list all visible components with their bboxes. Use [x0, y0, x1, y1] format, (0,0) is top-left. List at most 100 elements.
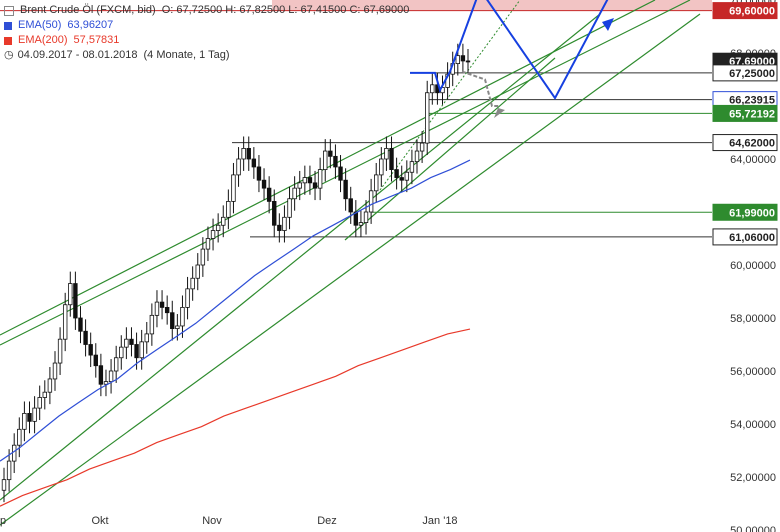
y-tick-label: 64,00000 [730, 154, 776, 166]
alt-projection-path [461, 70, 500, 107]
candle-body [52, 362, 58, 380]
candle-body [22, 412, 27, 430]
candle-body [358, 222, 364, 226]
candle-body [343, 179, 348, 200]
candle-body [363, 211, 369, 223]
candle-body [200, 248, 206, 266]
candle-body [430, 84, 435, 94]
candle-body [256, 166, 262, 181]
clock-icon: ◷ [4, 49, 14, 61]
candle-body [236, 158, 241, 176]
candle-body [134, 344, 139, 359]
candle-body [307, 177, 313, 184]
candle-body [368, 190, 374, 213]
candle-body [379, 158, 384, 176]
ema50-value: 63,96207 [67, 19, 114, 31]
candle-body [108, 370, 114, 382]
x-tick-label: Jan '18 [422, 515, 457, 527]
candle-body [32, 407, 37, 422]
legend-ohlc: O: 67,72500 H: 67,82500 L: 67,41500 C: 6… [161, 4, 410, 16]
candle-body [170, 312, 175, 330]
y-tick-label: 52,00000 [730, 472, 776, 484]
candle-body [175, 325, 180, 330]
price-label-text: 65,72192 [729, 108, 775, 120]
candle-body [328, 150, 333, 157]
candle-body [149, 314, 155, 335]
candle-body [348, 198, 353, 213]
candle-body [62, 304, 68, 340]
candle-body [37, 397, 42, 409]
y-tick-label: 54,00000 [730, 419, 776, 431]
candle-body [73, 283, 78, 319]
candle-body [6, 460, 12, 481]
candle-body [93, 354, 98, 367]
candle-body [98, 365, 104, 385]
candle-body [27, 412, 32, 422]
candle-body [389, 147, 394, 170]
chart-legend: Brent Crude Öl (FXCM, bid) O: 67,72500 H:… [4, 3, 409, 63]
y-tick-label: 58,00000 [730, 313, 776, 325]
price-label-text: 67,25000 [729, 68, 775, 80]
candle-body [78, 317, 83, 332]
candle-body [261, 179, 267, 189]
candle-body [159, 301, 165, 308]
ema50-line [0, 159, 471, 462]
candle-body [246, 147, 251, 160]
channel-line-2 [0, 13, 601, 501]
candle-body [277, 224, 282, 231]
candle-body [465, 60, 471, 63]
candle-body [221, 216, 226, 226]
candle-body [460, 55, 466, 62]
expand-icon[interactable] [4, 5, 14, 16]
y-tick-label: 60,00000 [730, 260, 776, 272]
x-tick-label: Nov [202, 515, 222, 527]
price-label-box [712, 203, 778, 221]
price-label-text: 69,60000 [729, 6, 775, 18]
candle-body [215, 224, 221, 231]
price-label-box [712, 104, 778, 122]
candle-body [302, 177, 308, 184]
candle-body [83, 330, 88, 345]
ema200-label: EMA(200) [18, 34, 68, 46]
alt-arrow-head [494, 108, 505, 118]
x-tick-label: p [0, 515, 6, 527]
trend-dotted-line [379, 0, 521, 191]
candle-body [266, 187, 272, 202]
candle-body [185, 288, 190, 308]
candle-body [231, 174, 236, 202]
projection-path [410, 0, 609, 100]
candle-body [57, 338, 63, 364]
candle-body [47, 378, 53, 393]
candle-body [323, 150, 328, 171]
candle-body [425, 92, 430, 144]
legend-title: Brent Crude Öl (FXCM, bid) [20, 4, 156, 16]
ema200-value: 57,57831 [73, 34, 120, 46]
candle-body [241, 147, 246, 160]
candle-body [333, 155, 338, 168]
candle-body [312, 182, 318, 189]
candle-body [113, 357, 119, 372]
channel-line-1 [0, 0, 691, 346]
ema200-toggle[interactable] [4, 36, 12, 45]
candle-body [226, 200, 231, 218]
price-label-box [712, 2, 778, 20]
candle-body [292, 187, 297, 200]
price-label-text: 61,06000 [729, 232, 775, 244]
price-label-box [712, 64, 778, 82]
candle-body [42, 391, 47, 398]
channel-line-0 [0, 0, 656, 336]
candle-body [88, 344, 93, 356]
candle-body [287, 198, 292, 218]
candle-body [384, 147, 389, 160]
candle-body [353, 211, 359, 226]
candle-body [11, 444, 17, 462]
candle-body [124, 338, 129, 348]
candle-body [180, 306, 185, 327]
candle-body [139, 341, 144, 359]
ema50-toggle[interactable] [4, 21, 12, 30]
candle-body [119, 346, 124, 359]
candle-body [399, 177, 404, 181]
candle-body [394, 169, 399, 178]
candle-body [1, 479, 7, 491]
